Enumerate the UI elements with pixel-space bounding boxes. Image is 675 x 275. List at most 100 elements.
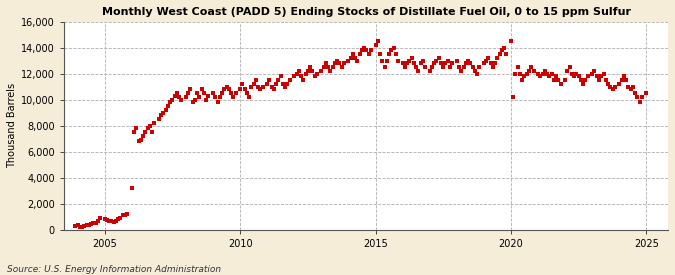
Point [336, 65, 347, 70]
Point [373, 39, 383, 43]
Text: Source: U.S. Energy Information Administration: Source: U.S. Energy Information Administ… [7, 265, 221, 274]
Point [447, 61, 458, 66]
Point [544, 74, 555, 79]
Point [298, 78, 308, 82]
Point [499, 46, 510, 50]
Point [86, 222, 97, 226]
Point [257, 85, 268, 89]
Point [438, 65, 449, 70]
Point [210, 95, 221, 100]
Point [248, 82, 259, 86]
Point [383, 52, 394, 57]
Point [74, 225, 85, 229]
Point [501, 52, 512, 57]
Point [277, 82, 288, 86]
Point [171, 91, 182, 95]
Point [302, 69, 313, 73]
Point [454, 65, 464, 70]
Point [77, 224, 88, 229]
Point [433, 56, 444, 60]
Point [571, 72, 582, 76]
Point [377, 59, 387, 63]
Point [348, 52, 358, 57]
Point [578, 82, 589, 86]
Point [427, 65, 437, 70]
Point [173, 95, 184, 100]
Point [411, 65, 422, 70]
Point [603, 82, 614, 86]
Point [228, 95, 239, 100]
Point [632, 95, 643, 100]
Point [142, 126, 153, 131]
Point [113, 217, 124, 222]
Point [481, 59, 491, 63]
Point [318, 65, 329, 70]
Point [589, 69, 600, 73]
Point [104, 218, 115, 223]
Point [282, 82, 293, 86]
Point [140, 130, 151, 134]
Point [573, 74, 584, 79]
Point [321, 61, 331, 66]
Point [221, 85, 232, 89]
Point [196, 87, 207, 92]
Point [250, 78, 261, 82]
Point [517, 78, 528, 82]
Point [494, 52, 505, 57]
Point [564, 65, 575, 70]
Point [90, 221, 101, 225]
Point [393, 59, 404, 63]
Point [521, 72, 532, 76]
Point [84, 222, 95, 227]
Point [462, 59, 473, 63]
Point [316, 69, 327, 73]
Point [304, 65, 315, 70]
Point [81, 223, 92, 227]
Point [467, 65, 478, 70]
Point [160, 108, 171, 112]
Point [131, 126, 142, 131]
Point [72, 223, 83, 227]
Point [514, 72, 525, 76]
Point [169, 94, 180, 98]
Point [375, 52, 385, 57]
Point [621, 78, 632, 82]
Point [390, 52, 401, 57]
Point [634, 100, 645, 105]
Point [618, 74, 629, 79]
Point [187, 100, 198, 105]
Point [235, 87, 246, 92]
Point [239, 87, 250, 92]
Point [593, 78, 604, 82]
Point [88, 221, 99, 226]
Point [269, 87, 279, 92]
Point [469, 69, 480, 73]
Point [167, 98, 178, 102]
Point [296, 74, 306, 79]
Point [208, 91, 219, 95]
Y-axis label: Thousand Barrels: Thousand Barrels [7, 83, 17, 168]
Point [133, 139, 144, 144]
Point [359, 46, 370, 50]
Point [425, 69, 435, 73]
Point [136, 138, 146, 142]
Point [361, 48, 372, 53]
Point [413, 69, 424, 73]
Point [138, 134, 148, 138]
Point [111, 218, 122, 223]
Point [117, 213, 128, 218]
Point [262, 82, 273, 86]
Point [307, 69, 318, 73]
Point [223, 87, 234, 92]
Point [284, 78, 295, 82]
Point [460, 61, 471, 66]
Point [630, 91, 641, 95]
Point [176, 98, 187, 102]
Point [219, 87, 230, 92]
Point [273, 78, 284, 82]
Point [92, 218, 103, 223]
Point [541, 72, 552, 76]
Point [519, 74, 530, 79]
Point [246, 85, 256, 89]
Point [442, 59, 453, 63]
